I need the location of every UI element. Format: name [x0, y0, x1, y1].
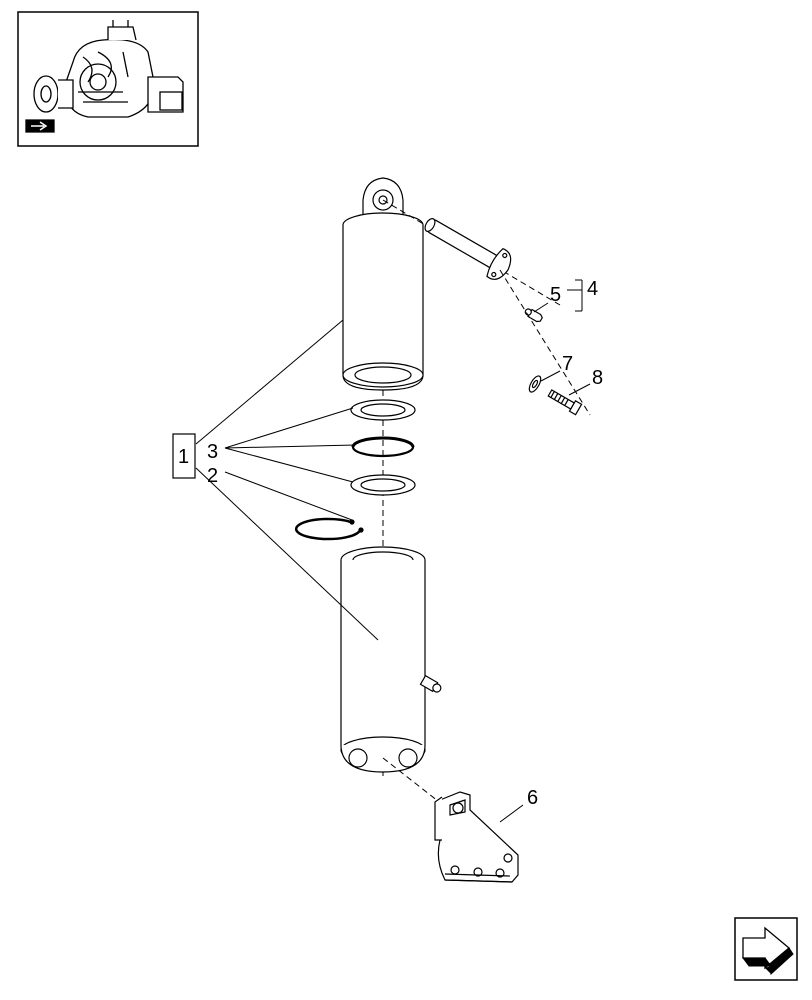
nav-arrow-icon[interactable] [735, 918, 797, 980]
exploded-assembly [296, 178, 590, 882]
callout-6: 6 [527, 787, 538, 809]
parts-diagram: 1 3 2 4 5 7 8 6 [0, 0, 812, 1000]
grease-fitting-top [524, 307, 544, 323]
callout-3: 3 [207, 441, 218, 463]
seal-ring-4-snap [296, 519, 363, 539]
bolt [547, 388, 582, 415]
washer [527, 374, 543, 394]
callout-8: 8 [592, 367, 603, 389]
reference-thumbnail [18, 12, 198, 146]
upper-cylinder [343, 178, 423, 390]
callout-4: 4 [587, 278, 598, 300]
lower-cylinder [341, 547, 443, 772]
callout-5: 5 [550, 284, 561, 306]
seal-ring-1 [351, 400, 415, 420]
callout-1: 1 [178, 446, 189, 468]
callout-7: 7 [562, 353, 573, 375]
bottom-bracket [435, 792, 518, 882]
seal-ring-3 [351, 475, 415, 495]
callout-2: 2 [207, 465, 218, 487]
